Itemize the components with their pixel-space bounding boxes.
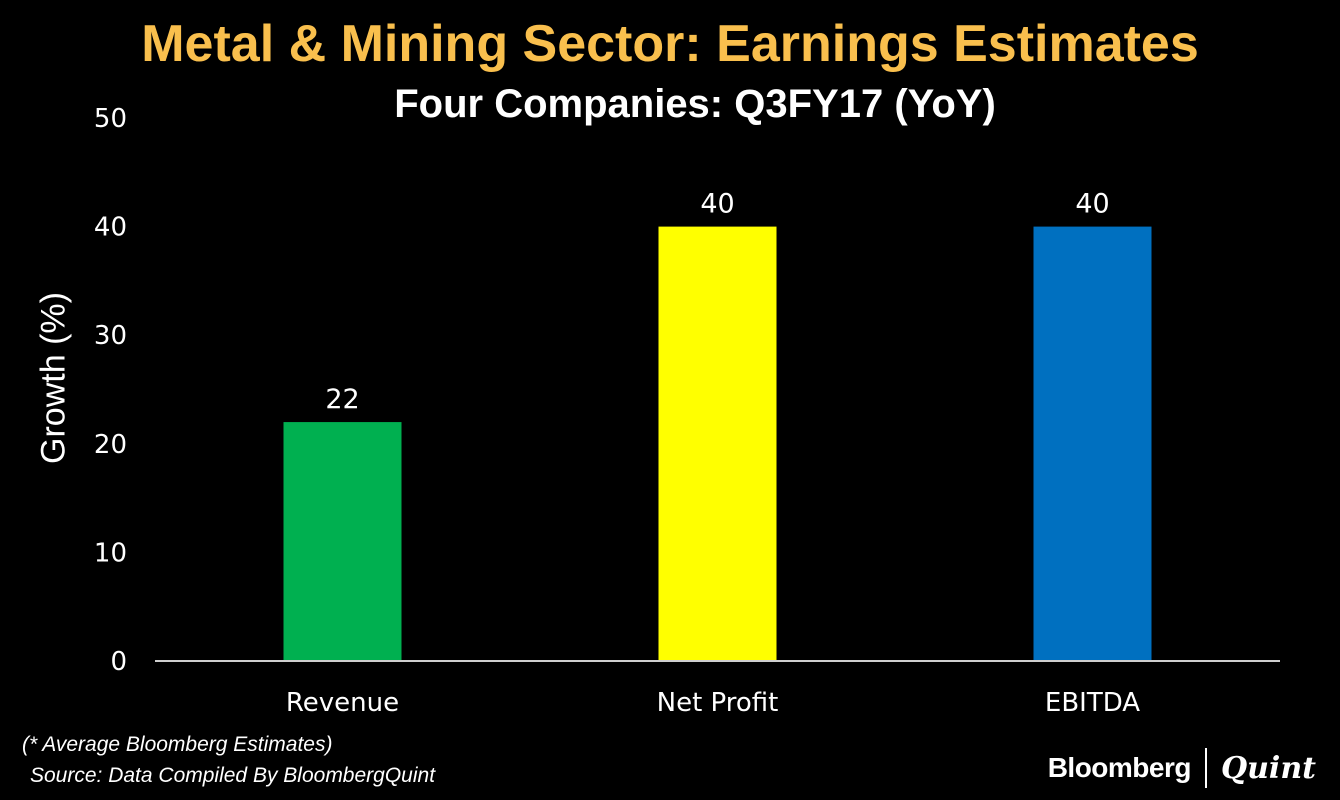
data-label: 40 [1075,189,1109,220]
y-tick-label: 0 [110,647,127,677]
brand-bloomberg: Bloomberg [1047,752,1192,783]
bar-revenue [283,422,402,661]
x-tick-label: Net Profit [657,688,779,718]
chart-subtitle: Four Companies: Q3FY17 (YoY) [394,82,996,126]
y-tick-label: 50 [94,104,127,134]
brand-logo: Bloomberg Quint [1048,748,1316,788]
brand-quint: Quint [1220,750,1316,786]
y-tick-label: 10 [94,538,127,568]
chart-title: Metal & Mining Sector: Earnings Estimate… [141,15,1199,73]
y-axis-label: Growth (%) [34,292,73,464]
data-label: 40 [700,189,734,220]
brand-divider [1204,748,1207,788]
y-tick-label: 40 [94,213,127,243]
x-tick-label: Revenue [286,688,399,718]
data-label: 22 [325,384,359,415]
bar-ebitda [1033,226,1152,661]
footnote-source: Source: Data Compiled By BloombergQuint [30,764,436,787]
bar-net-profit [658,226,777,661]
y-tick-label: 30 [94,321,127,351]
y-tick-label: 20 [94,430,127,460]
x-tick-label: EBITDA [1045,688,1140,718]
footnote-note: (* Average Bloomberg Estimates) [22,733,333,756]
